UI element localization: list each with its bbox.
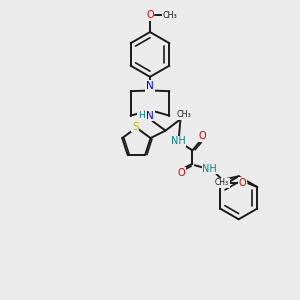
Text: H: H: [138, 111, 144, 120]
Text: O: O: [178, 168, 185, 178]
Text: NH: NH: [171, 136, 186, 146]
Text: CH₃: CH₃: [177, 110, 191, 119]
Text: N: N: [146, 81, 154, 91]
Text: N: N: [146, 111, 154, 121]
Text: O: O: [198, 131, 206, 141]
Text: O: O: [238, 178, 246, 188]
Text: CH₃: CH₃: [163, 11, 178, 20]
Text: O: O: [146, 10, 154, 20]
Text: CH₃: CH₃: [215, 178, 229, 187]
Text: NH: NH: [202, 164, 217, 174]
Text: S: S: [132, 122, 139, 131]
